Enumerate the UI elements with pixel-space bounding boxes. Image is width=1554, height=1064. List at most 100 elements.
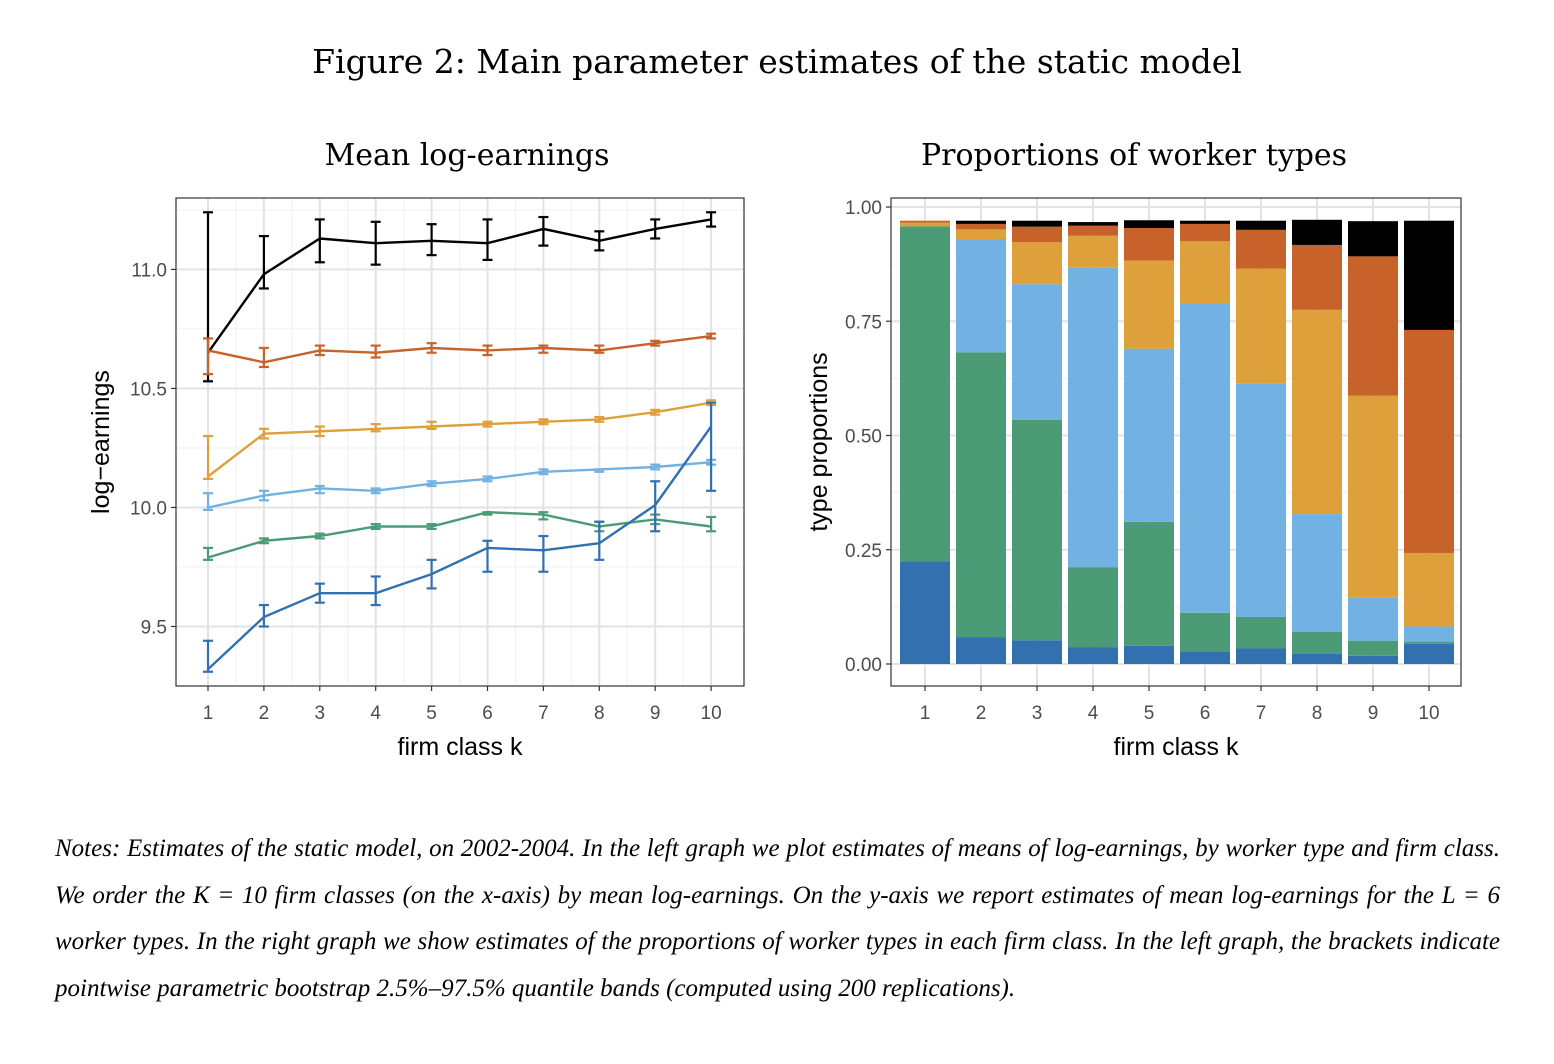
- right-bar-segment: [1292, 309, 1342, 515]
- right-y-axis-label: type proportions: [805, 352, 833, 531]
- left-x-tick-label: 9: [650, 703, 661, 724]
- left-series-line: [207, 218, 712, 354]
- right-y-tick-label: 0.25: [845, 541, 882, 562]
- right-bar-segment: [1236, 648, 1286, 664]
- left-plot-border: [175, 197, 745, 687]
- right-bar-segment: [1068, 222, 1118, 226]
- right-bar-segment: [1124, 220, 1174, 229]
- right-bar-segment: [1404, 643, 1454, 664]
- right-bar-segment: [1348, 256, 1398, 396]
- right-x-tick-label: 1: [920, 703, 931, 724]
- right-bar-segment: [1180, 302, 1230, 613]
- figure-title: Figure 2: Main parameter estimates of th…: [312, 42, 1242, 81]
- right-x-tick-label: 6: [1200, 703, 1211, 724]
- right-bar-segment: [900, 561, 950, 664]
- right-bar-segment: [1124, 348, 1174, 522]
- right-chart-stacked-bar: 0.00 0.25 0.50 0.75 1.00 1 2 3 4 5 6 7 8 9 10 firm clas…: [805, 138, 1462, 761]
- left-x-tick-label: 1: [203, 703, 214, 724]
- right-bar-segment: [1292, 653, 1342, 664]
- left-x-tick-label: 4: [370, 703, 381, 724]
- right-bar-segment: [1124, 645, 1174, 664]
- right-x-tick-label: 3: [1032, 703, 1043, 724]
- left-y-tick-label: 10.0: [130, 498, 167, 519]
- right-bar-segment: [1348, 395, 1398, 598]
- right-bar-segment: [1068, 225, 1118, 236]
- left-x-axis-label: firm class k: [398, 733, 524, 761]
- right-x-tick-label: 10: [1418, 703, 1439, 724]
- figure-charts: 9.5 10.0 10.5 11.0 1 2 3 4 5 6 7 8 9 10 firm class k lo…: [87, 138, 1462, 761]
- right-bar-segment: [956, 238, 1006, 353]
- right-bar-segment: [1180, 223, 1230, 242]
- right-bar-segment: [1236, 220, 1286, 230]
- right-y-tick-label: 0.00: [845, 655, 882, 676]
- left-y-tick-label: 11.0: [131, 260, 167, 281]
- right-x-tick-label: 8: [1312, 703, 1323, 724]
- left-x-tick-label: 5: [426, 703, 437, 724]
- right-bar-segment: [1012, 640, 1062, 664]
- left-x-tick-label: 7: [538, 703, 549, 724]
- right-bar-segment: [1348, 221, 1398, 257]
- right-x-axis-label: firm class k: [1114, 733, 1240, 761]
- right-bar-segment: [1012, 226, 1062, 243]
- right-bar-segment: [1404, 552, 1454, 627]
- right-bar-segment: [1180, 220, 1230, 224]
- left-chart-title: Mean log-earnings: [324, 138, 609, 173]
- right-x-tick-label: 7: [1256, 703, 1267, 724]
- right-y-tick-label: 1.00: [845, 198, 882, 219]
- right-bar-segment: [1236, 616, 1286, 649]
- right-bar-segment: [1292, 632, 1342, 654]
- right-bar-segment: [1348, 597, 1398, 641]
- right-x-tick-label: 2: [976, 703, 987, 724]
- right-bar-segment: [956, 220, 1006, 224]
- right-bar-segment: [1404, 220, 1454, 330]
- right-bar-segment: [1236, 229, 1286, 269]
- left-chart-line: 9.5 10.0 10.5 11.0 1 2 3 4 5 6 7 8 9 10 firm class k lo…: [87, 138, 745, 761]
- right-bar-segment: [1068, 235, 1118, 268]
- right-x-tick-label: 4: [1088, 703, 1099, 724]
- right-bar-segment: [956, 352, 1006, 638]
- right-y-tick-label: 0.50: [845, 427, 882, 448]
- right-bar-segment: [1348, 640, 1398, 656]
- right-bar-segment: [956, 229, 1006, 239]
- right-bar-segment: [956, 637, 1006, 664]
- right-bar-segment: [1068, 647, 1118, 664]
- left-series-line: [207, 425, 713, 671]
- right-bar-segment: [1012, 220, 1062, 227]
- right-bar-segment: [1068, 567, 1118, 648]
- right-bar-segment: [1012, 242, 1062, 285]
- right-bar-segment: [1404, 626, 1454, 642]
- left-series-line: [207, 334, 712, 364]
- right-bar-segment: [1404, 329, 1454, 553]
- right-bar-segment: [1180, 612, 1230, 652]
- figure-notes: Notes: Estimates of the static model, on…: [55, 835, 1500, 1002]
- left-series-line: [207, 401, 712, 478]
- left-x-tick-label: 6: [482, 703, 493, 724]
- left-y-axis-label: log−earnings: [87, 370, 115, 514]
- right-bar-segment: [1292, 219, 1342, 245]
- right-bar-segment: [1124, 521, 1174, 646]
- left-x-tick-label: 8: [594, 703, 605, 724]
- right-bar-segment: [1124, 260, 1174, 349]
- right-bar-segment: [956, 223, 1006, 230]
- left-x-tick-label: 2: [259, 703, 270, 724]
- right-plot-border: [890, 197, 1462, 687]
- right-bar-segment: [1292, 514, 1342, 633]
- right-bar-segment: [1236, 268, 1286, 384]
- right-bar-segment: [1068, 267, 1118, 568]
- left-y-tick-label: 9.5: [141, 617, 167, 638]
- right-bar-segment: [1236, 383, 1286, 617]
- right-bar-segment: [1404, 641, 1454, 644]
- right-x-tick-label: 5: [1144, 703, 1155, 724]
- left-x-tick-label: 10: [701, 703, 722, 724]
- left-y-tick-label: 10.5: [130, 379, 167, 400]
- right-x-tick-label: 9: [1368, 703, 1379, 724]
- right-y-tick-label: 0.75: [845, 312, 882, 333]
- right-bar-segment: [1012, 284, 1062, 420]
- right-bar-segment: [1292, 244, 1342, 310]
- right-bar-segment: [1012, 419, 1062, 641]
- right-bar-segment: [1124, 228, 1174, 261]
- right-chart-title: Proportions of worker types: [921, 138, 1347, 173]
- left-x-tick-label: 3: [315, 703, 326, 724]
- right-bar-segment: [900, 222, 950, 227]
- right-bar-segment: [1348, 655, 1398, 664]
